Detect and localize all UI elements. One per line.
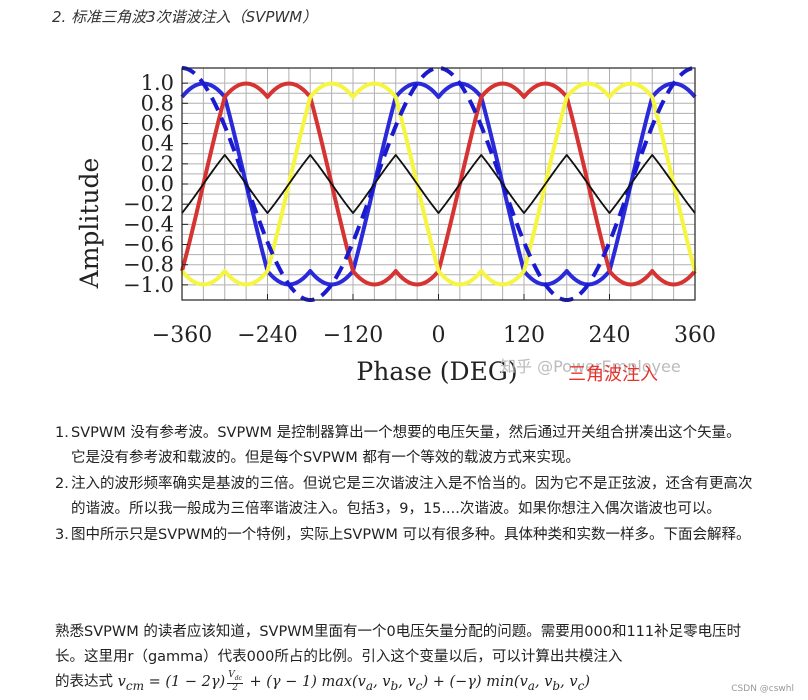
section-heading: 2. 标准三角波3次谐波注入（SVPWM） [52, 8, 318, 26]
list-item: 3. 图中所示只是SVPWM的一个特例，实际上SVPWM 可以有很多种。具体种类和… [55, 523, 755, 548]
series-line-sine-a [181, 66, 696, 302]
watermark-text: 知乎 @PowerEmployee [500, 357, 681, 376]
list-item: 2. 注入的波形频率确实是基波的三倍。但说它是三次谐波注入是不恰当的。因为它不是正… [55, 472, 755, 521]
list-number: 2. [55, 476, 69, 492]
intro-paragraph: 熟悉SVPWM 的读者应该知道，SVPWM里面有一个0电压矢量分配的问题。需要用… [55, 620, 755, 699]
series-line-triangle-injection [181, 154, 696, 214]
y-tick-label: −1.0 [123, 273, 174, 297]
formula-prefix: 的表达式 [55, 674, 113, 690]
common-mode-formula: vcm = (1 − 2γ) Vdc 2 + (γ − 1) max(va, vb,… [117, 670, 590, 693]
y-tick-label: 0.2 [141, 152, 174, 176]
x-tick-label: 120 [503, 323, 545, 348]
list-text: 图中所示只是SVPWM的一个特例，实际上SVPWM 可以有很多种。具体种类和实数… [71, 527, 751, 543]
chart-series [180, 66, 697, 302]
y-tick-label: −0.6 [123, 233, 174, 257]
formula-line: 的表达式 vcm = (1 − 2γ) Vdc 2 + (γ − 1) max(va… [55, 670, 755, 699]
x-axis-label: Phase (DEG) [356, 357, 517, 386]
list-text: SVPWM 没有参考波。SVPWM 是控制器算出一个想要的电压矢量，然后通过开关… [71, 425, 741, 466]
x-tick-label: 240 [589, 323, 631, 348]
x-tick-label: 360 [674, 323, 716, 348]
credit-label: CSDN @cswhl [731, 684, 794, 694]
x-tick-label: −360 [152, 323, 212, 348]
list-number: 3. [55, 527, 69, 543]
series-line-phase-c-injected [180, 81, 697, 287]
x-tick-label: −120 [323, 323, 383, 348]
y-tick-label: 0.8 [141, 91, 174, 115]
svpwm-chart: 1.00.80.60.40.20.0−0.2−0.4−0.6−0.8−1.0 −3… [75, 66, 716, 386]
y-tick-label: −0.4 [123, 212, 174, 236]
overlay-label: 三角波注入 [568, 364, 658, 385]
y-tick-label: 0.4 [141, 132, 174, 156]
y-tick-label: −0.8 [123, 253, 174, 277]
explanation-list: 1. SVPWM 没有参考波。SVPWM 是控制器算出一个想要的电压矢量，然后通过… [55, 421, 755, 550]
x-tick-label: −240 [237, 323, 297, 348]
y-tick-label: 0.0 [141, 172, 174, 196]
y-tick-label: 0.6 [141, 111, 174, 135]
y-tick-label: −0.2 [123, 192, 174, 216]
list-item: 1. SVPWM 没有参考波。SVPWM 是控制器算出一个想要的电压矢量，然后通过… [55, 421, 755, 470]
chart-ticks: 1.00.80.60.40.20.0−0.2−0.4−0.6−0.8−1.0 −3… [123, 67, 716, 348]
y-tick-label: 1.0 [141, 71, 174, 95]
x-tick-label: 0 [432, 323, 446, 348]
y-axis-label: Amplitude [75, 158, 104, 290]
list-text: 注入的波形频率确实是基波的三倍。但说它是三次谐波注入是不恰当的。因为它不是正弦波… [71, 476, 753, 517]
list-number: 1. [55, 425, 69, 441]
paragraph-line: 熟悉SVPWM 的读者应该知道，SVPWM里面有一个0电压矢量分配的问题。需要用… [55, 624, 742, 665]
vdc-fraction: Vdc 2 [227, 670, 243, 693]
